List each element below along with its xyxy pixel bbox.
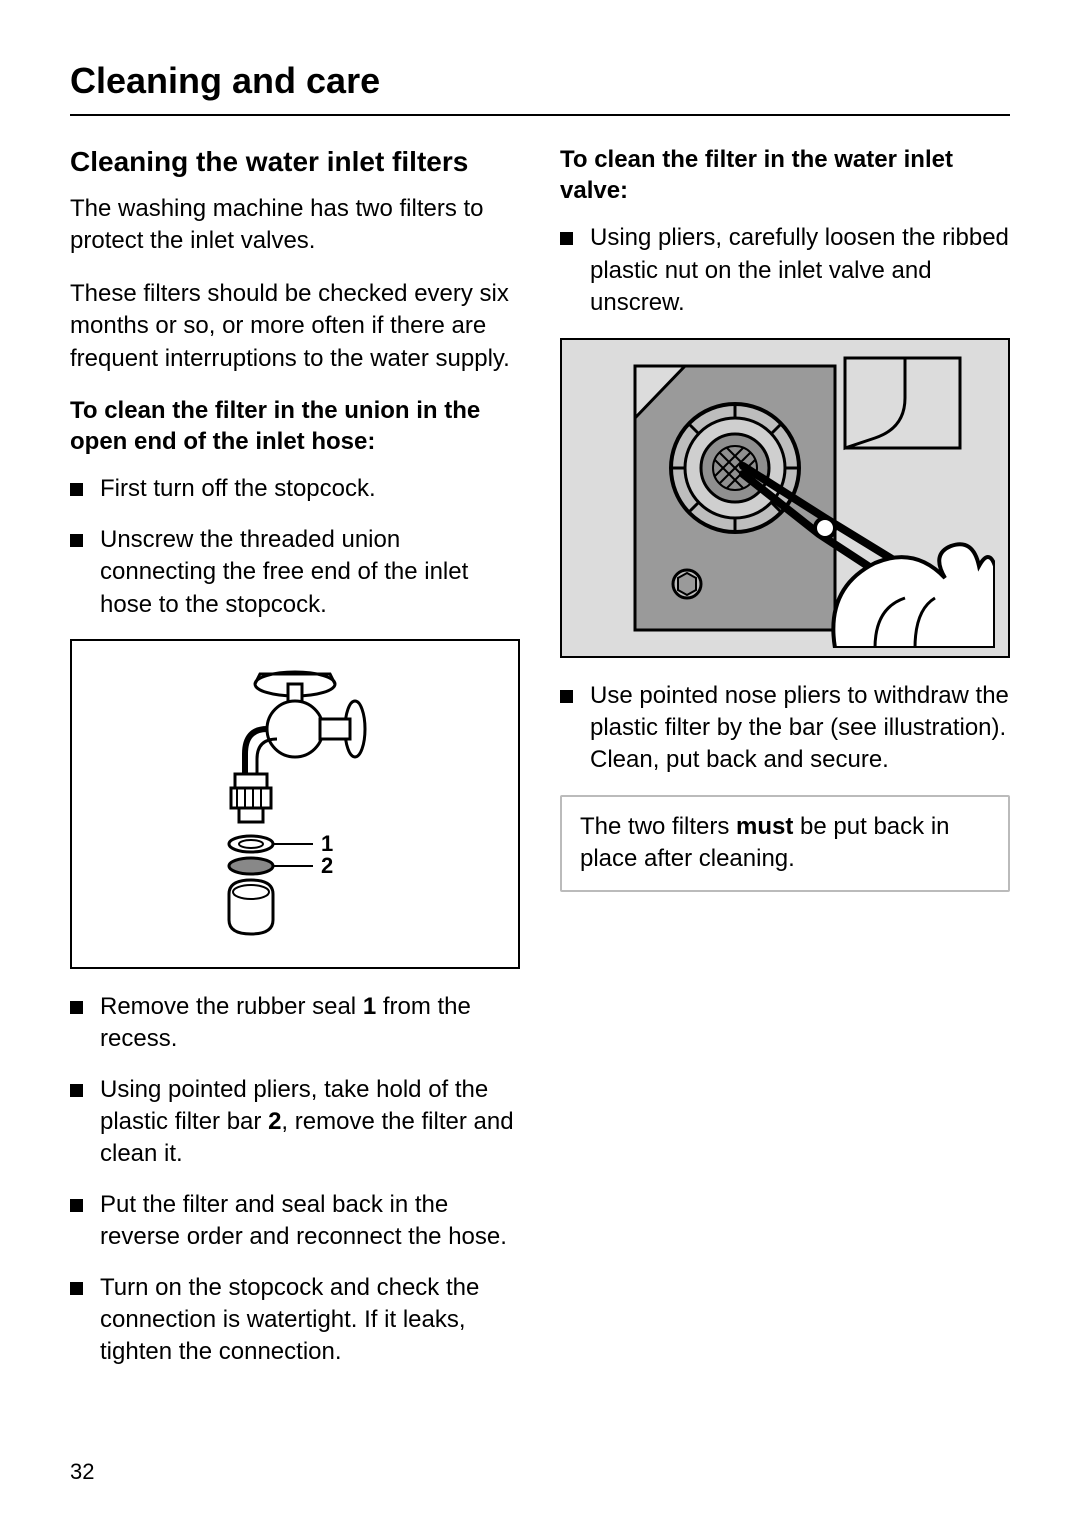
manual-page: Cleaning and care Cleaning the water inl…: [0, 0, 1080, 1529]
right-column: To clean the filter in the water inlet v…: [560, 144, 1010, 1387]
text-bold: 2: [268, 1108, 281, 1135]
chapter-title: Cleaning and care: [70, 60, 1010, 116]
text-bold: must: [736, 813, 793, 840]
page-number: 32: [70, 1459, 94, 1485]
bullet-list: Using pliers, carefully loosen the ribbe…: [560, 222, 1010, 319]
paragraph: The washing machine has two filters to p…: [70, 193, 520, 258]
list-item: Use pointed nose pliers to withdraw the …: [560, 680, 1010, 777]
list-item: Put the filter and seal back in the reve…: [70, 1189, 520, 1254]
list-item: Remove the rubber seal 1 from the recess…: [70, 991, 520, 1056]
two-column-layout: Cleaning the water inlet filters The was…: [70, 144, 1010, 1387]
text: The two filters: [580, 813, 736, 840]
list-item: Using pointed pliers, take hold of the p…: [70, 1074, 520, 1171]
section-title: Cleaning the water inlet filters: [70, 144, 520, 179]
bullet-list: Use pointed nose pliers to withdraw the …: [560, 680, 1010, 777]
list-item: Unscrew the threaded union connecting th…: [70, 524, 520, 621]
paragraph: These filters should be checked every si…: [70, 278, 520, 375]
sub-heading: To clean the filter in the water inlet v…: [560, 144, 1010, 206]
text: Remove the rubber seal: [100, 993, 363, 1020]
note-box: The two filters must be put back in plac…: [560, 795, 1010, 892]
left-column: Cleaning the water inlet filters The was…: [70, 144, 520, 1387]
bullet-list: Remove the rubber seal 1 from the recess…: [70, 991, 520, 1369]
list-item: First turn off the stopcock.: [70, 473, 520, 505]
bullet-list: First turn off the stopcock. Unscrew the…: [70, 473, 520, 621]
figure-stopcock: 1 2: [70, 639, 520, 969]
pliers-illustration-icon: [575, 348, 995, 648]
stopcock-illustration-icon: 1 2: [145, 654, 445, 954]
list-item: Turn on the stopcock and check the conne…: [70, 1272, 520, 1369]
figure-label-2: 2: [321, 853, 333, 878]
figure-inlet-valve: [560, 338, 1010, 658]
list-item: Using pliers, carefully loosen the ribbe…: [560, 222, 1010, 319]
sub-heading: To clean the filter in the union in the …: [70, 395, 520, 457]
text-bold: 1: [363, 993, 376, 1020]
